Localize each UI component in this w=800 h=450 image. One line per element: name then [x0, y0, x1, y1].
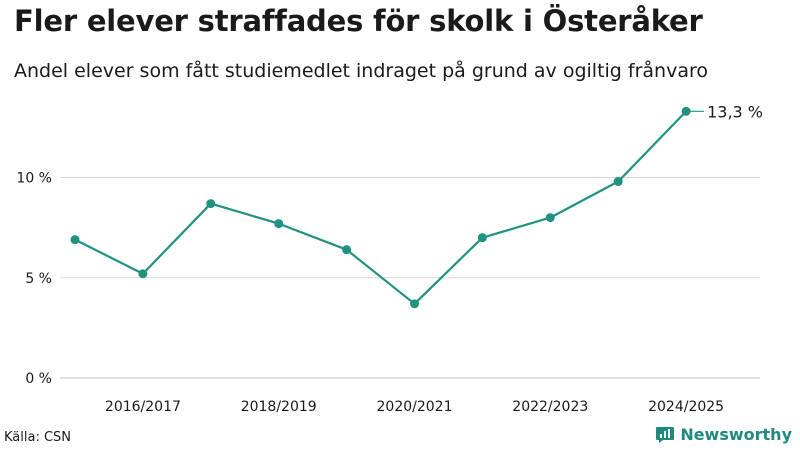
newsworthy-chart-icon — [656, 426, 675, 443]
data-point — [342, 245, 352, 255]
data-point — [545, 213, 555, 223]
x-tick-label: 2016/2017 — [105, 399, 181, 415]
x-tick-label: 2020/2021 — [377, 399, 453, 415]
data-point — [613, 177, 623, 187]
data-label: 13,3 % — [707, 102, 763, 121]
data-point — [138, 269, 148, 279]
y-tick-label: 0 % — [25, 371, 52, 387]
series-line — [74, 110, 687, 305]
y-tick-label: 5 % — [25, 271, 52, 287]
data-point — [206, 199, 216, 209]
source-note: Källa: CSN — [4, 430, 72, 445]
x-tick-label: 2022/2023 — [512, 399, 588, 415]
chart-title: Fler elever straffades för skolk i Öster… — [14, 4, 703, 38]
data-point — [70, 235, 80, 245]
data-point — [477, 233, 487, 243]
brand-name: Newsworthy — [680, 425, 792, 444]
data-point — [274, 219, 284, 229]
chart-subtitle: Andel elever som fått studiemedlet indra… — [14, 60, 708, 82]
x-tick-label: 2024/2025 — [648, 399, 724, 415]
data-point — [410, 299, 419, 309]
brand-logo: Newsworthy — [655, 425, 792, 444]
y-tick-label: 10 % — [16, 171, 52, 187]
x-tick-label: 2018/2019 — [241, 399, 317, 415]
